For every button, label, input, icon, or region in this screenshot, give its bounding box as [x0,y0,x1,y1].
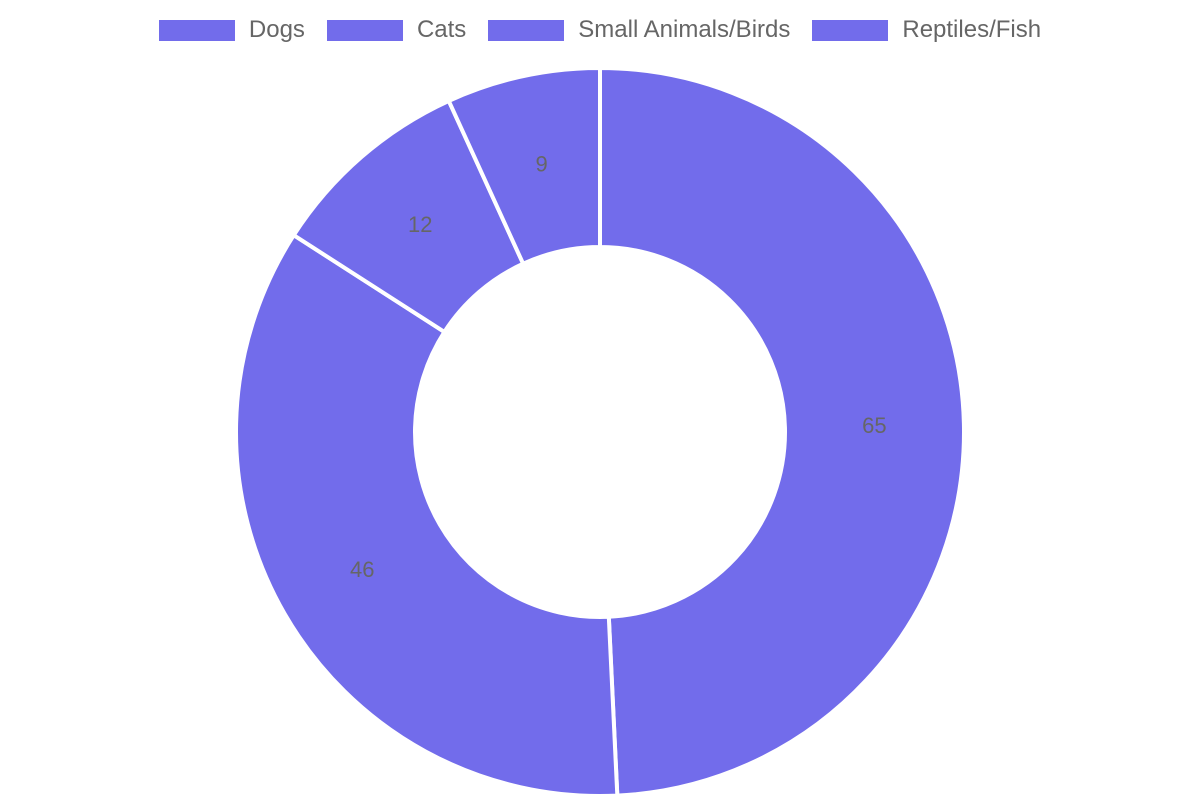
legend-item[interactable]: Small Animals/Birds [488,16,790,44]
legend-item[interactable]: Cats [326,16,467,44]
slice-value-label: 12 [408,212,432,237]
slice-value-label: 65 [862,413,886,438]
doughnut-slice[interactable] [598,66,967,798]
legend-label: Cats [416,16,467,43]
doughnut-slice[interactable] [446,66,602,266]
legend-swatch [158,19,235,41]
legend-swatch [326,19,403,41]
legend-swatch [488,19,565,41]
legend-item[interactable]: Reptiles/Fish [812,16,1041,44]
legend-label: Reptiles/Fish [902,16,1042,43]
slice-value-label: 9 [536,151,548,176]
chart-legend: Dogs Cats Small Animals/Birds Reptiles/Fish [0,16,1200,44]
slice-value-label: 46 [350,557,374,582]
legend-label: Dogs [248,16,305,43]
legend-label: Small Animals/Birds [578,16,791,43]
legend-item[interactable]: Dogs [158,16,305,44]
legend-swatch [812,19,889,41]
doughnut-slice[interactable] [234,233,620,798]
